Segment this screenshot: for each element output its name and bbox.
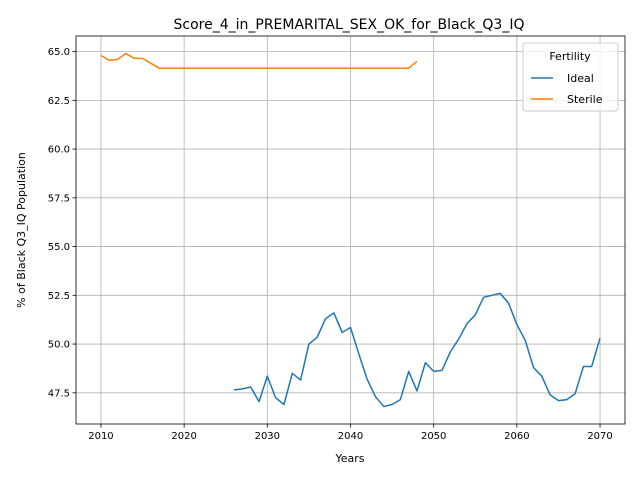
legend-title: Fertility	[549, 50, 591, 63]
x-tick-label: 2050	[421, 431, 446, 442]
y-axis-label: % of Black Q3_IQ Population	[15, 152, 28, 308]
x-tick-label: 2030	[255, 431, 280, 442]
legend-box	[522, 42, 619, 112]
x-tick-label: 2070	[587, 431, 612, 442]
y-axis-ticks: 47.5 50.0 52.5 55.0 57.5 60.0 62.5 65.0	[48, 47, 76, 399]
series-line-ideal	[233, 292, 601, 408]
y-tick-label: 52.5	[48, 291, 70, 302]
series-lines	[100, 52, 601, 408]
y-tick-label: 47.5	[48, 388, 70, 399]
y-tick-label: 50.0	[48, 340, 70, 351]
series-line-sterile	[100, 52, 418, 69]
x-axis-label: Years	[334, 452, 364, 465]
y-tick-label: 65.0	[48, 47, 70, 58]
y-tick-label: 55.0	[48, 242, 70, 253]
grid-lines	[76, 36, 625, 424]
y-tick-label: 62.5	[48, 96, 70, 107]
x-tick-label: 2060	[504, 431, 529, 442]
x-axis-ticks: 2010 2020 2030 2040 2050 2060 2070	[88, 424, 613, 442]
y-tick-label: 57.5	[48, 193, 70, 204]
chart-title: Score_4_in_PREMARITAL_SEX_OK_for_Black_Q…	[174, 17, 525, 33]
legend-label-sterile: Sterile	[567, 93, 603, 106]
legend: Fertility Ideal Sterile	[522, 42, 619, 112]
x-tick-label: 2010	[88, 431, 113, 442]
x-tick-label: 2020	[171, 431, 196, 442]
legend-label-ideal: Ideal	[567, 72, 594, 85]
y-tick-label: 60.0	[48, 145, 70, 156]
x-tick-label: 2040	[338, 431, 363, 442]
